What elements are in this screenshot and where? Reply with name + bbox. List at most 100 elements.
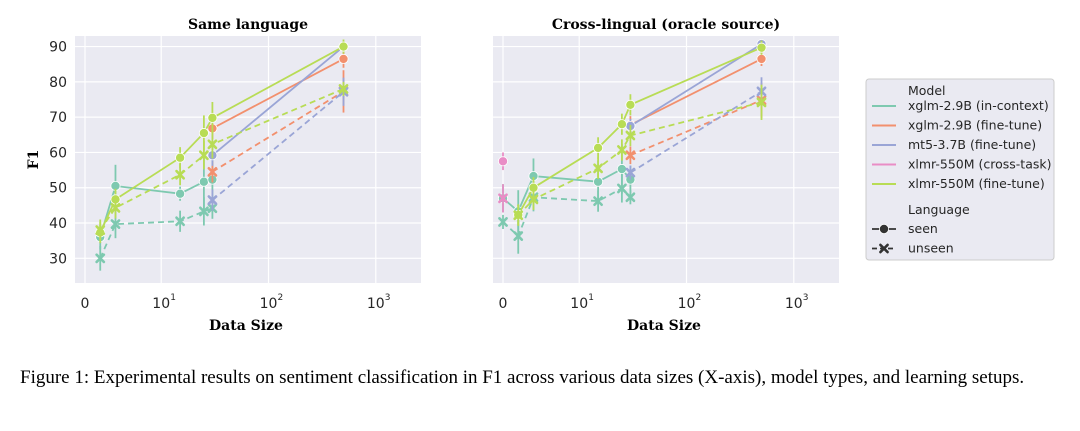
series-xlmr_ft-unseen xyxy=(513,84,767,226)
data-point-2 xyxy=(175,152,186,163)
data-point-2-stroke-b xyxy=(175,216,185,227)
data-point-0-stroke-b xyxy=(95,253,106,264)
figure-caption: Figure 1: Experimental results on sentim… xyxy=(20,367,1025,388)
legend-entry-mt5_ft: mt5-3.7B (fine-tune) xyxy=(872,137,1036,152)
data-point-3-stroke-b xyxy=(198,150,209,161)
legend-swatch-marker-stroke-b xyxy=(879,243,889,254)
data-point-3 xyxy=(616,119,627,130)
data-point-1 xyxy=(338,53,349,64)
y-tick-label-70: 70 xyxy=(49,110,67,126)
data-point-1 xyxy=(756,53,767,64)
data-point-0 xyxy=(513,210,524,221)
data-point-0 xyxy=(95,253,106,264)
series-line xyxy=(629,90,762,174)
y-axis-label: F1 xyxy=(26,150,42,170)
data-point-4 xyxy=(207,139,218,150)
data-point-0 xyxy=(207,166,218,177)
data-point-3 xyxy=(198,176,209,187)
legend-language-title: Language xyxy=(908,202,970,217)
data-point-4 xyxy=(616,183,627,194)
legend: Model xglm-2.9B (in-context) xglm-2.9B (f… xyxy=(865,78,1055,261)
data-point-0-stroke-b xyxy=(95,225,106,235)
y-tick-label-60: 60 xyxy=(49,145,67,161)
data-point-0-stroke-b xyxy=(513,210,524,221)
data-point-2 xyxy=(175,188,186,199)
data-point-5 xyxy=(756,42,767,53)
data-point-0-stroke-b xyxy=(625,167,636,178)
series-line xyxy=(502,187,632,238)
data-point-0-stroke-b xyxy=(498,217,508,227)
data-point-5 xyxy=(756,97,767,108)
legend-models: xglm-2.9B (in-context) xglm-2.9B (fine-tu… xyxy=(872,98,1052,191)
data-point-4-stroke-b xyxy=(625,130,636,141)
legend-label: xglm-2.9B (in-context) xyxy=(908,98,1049,113)
data-point-4-stroke-b xyxy=(616,183,627,194)
legend-model-title: Model xyxy=(908,83,946,98)
plot-background xyxy=(493,36,839,283)
x-tick-label-0: 0 xyxy=(499,296,508,312)
data-point-3 xyxy=(198,128,209,139)
data-point-3 xyxy=(593,196,603,207)
legend-label: xlmr-550M (cross-task) xyxy=(908,157,1052,172)
series-xlmr_ct-seen xyxy=(497,152,508,171)
data-point-1-stroke-b xyxy=(110,202,121,213)
x-tick-exponent-1: 1 xyxy=(588,293,594,303)
x-tick-label-3: 10 xyxy=(785,296,803,312)
data-point-1 xyxy=(110,202,121,213)
legend-entry-unseen: unseen xyxy=(872,241,954,256)
data-point-0 xyxy=(498,217,508,227)
data-point-1 xyxy=(110,219,121,229)
data-point-0 xyxy=(497,156,508,167)
legend-label: xglm-2.9B (fine-tune) xyxy=(908,118,1042,133)
y-tick-label-50: 50 xyxy=(49,181,67,197)
y-tick-label-30: 30 xyxy=(49,251,67,267)
series-mt5_ft-unseen xyxy=(625,77,767,180)
data-point-5-stroke-b xyxy=(338,84,349,94)
x-axis-label: Data Size xyxy=(627,318,701,334)
legend-swatch-marker xyxy=(879,243,889,254)
x-tick-exponent-2: 2 xyxy=(696,293,702,303)
data-point-2 xyxy=(175,216,185,227)
series-line xyxy=(211,90,344,173)
y-tick-label-40: 40 xyxy=(49,216,67,232)
series-line xyxy=(211,58,344,130)
data-point-1 xyxy=(528,194,539,205)
series-xglm_ft-unseen xyxy=(625,82,767,165)
x-tick-exponent-1: 1 xyxy=(170,293,176,303)
series-xlmr_ct-unseen xyxy=(498,184,508,213)
data-point-4 xyxy=(625,99,636,110)
data-point-0 xyxy=(207,195,218,205)
series-line xyxy=(517,101,762,216)
data-point-5 xyxy=(338,41,349,52)
x-tick-label-0: 0 xyxy=(81,296,90,312)
data-point-0 xyxy=(95,225,106,235)
data-point-4 xyxy=(625,130,636,141)
y-tick-label-90: 90 xyxy=(49,40,67,56)
legend-label: seen xyxy=(908,221,938,236)
x-axis-label: Data Size xyxy=(209,318,283,334)
data-point-3 xyxy=(198,206,209,217)
series-line xyxy=(211,45,345,156)
y-tick-label-80: 80 xyxy=(49,75,67,91)
data-point-0-stroke-b xyxy=(207,166,218,177)
x-tick-exponent-3: 3 xyxy=(803,293,809,303)
legend-entry-xlmr_ft: xlmr-550M (fine-tune) xyxy=(872,176,1045,191)
data-point-5 xyxy=(625,192,636,203)
data-point-1 xyxy=(513,231,524,241)
series-xlmr_ft-unseen xyxy=(95,81,349,241)
data-point-4 xyxy=(616,164,627,175)
series-line xyxy=(211,91,345,201)
legend-entry-xglm_ft: xglm-2.9B (fine-tune) xyxy=(872,118,1042,133)
data-point-3-stroke-b xyxy=(593,196,603,207)
legend-swatch-marker xyxy=(879,223,890,234)
data-point-0-stroke-b xyxy=(207,195,218,205)
panel-title: Cross-lingual (oracle source) xyxy=(552,17,780,33)
legend-entry-seen: seen xyxy=(872,221,938,236)
data-point-4-stroke-b xyxy=(207,139,218,150)
data-point-3 xyxy=(198,150,209,161)
series-line xyxy=(517,46,762,216)
x-tick-label-2: 10 xyxy=(260,296,278,312)
